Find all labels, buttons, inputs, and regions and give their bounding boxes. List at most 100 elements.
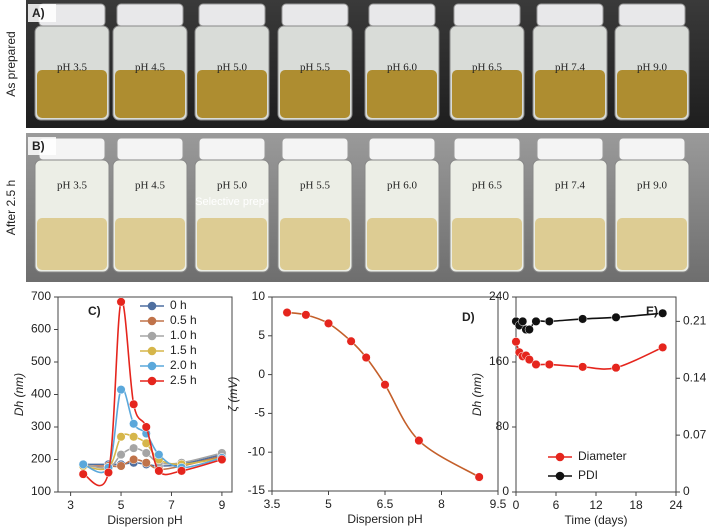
vial-liquid xyxy=(37,218,107,270)
vial-cap xyxy=(453,3,521,27)
data-point xyxy=(154,450,164,460)
series-line xyxy=(286,311,480,478)
vial-label: pH 6.5 xyxy=(472,180,502,192)
data-point xyxy=(177,466,187,476)
data-point xyxy=(116,432,126,442)
x-tick-label: 9.5 xyxy=(490,497,507,511)
legend-label: 1.0 h xyxy=(170,328,197,342)
vial-cap xyxy=(368,137,436,161)
legend-marker xyxy=(555,452,565,462)
x-axis-label: Time (days) xyxy=(565,513,628,527)
chart-title: C) xyxy=(88,304,101,318)
vial-cap xyxy=(281,137,349,161)
legend-label: Diameter xyxy=(578,449,627,463)
vial-liquid xyxy=(280,70,350,118)
legend-label: 1.5 h xyxy=(170,343,197,357)
x-tick-label: 9 xyxy=(219,498,226,512)
vial-label: pH 3.5 xyxy=(57,62,87,74)
vial-cap xyxy=(116,3,184,27)
side-label: As prepared xyxy=(4,31,18,96)
vial-cap xyxy=(618,3,686,27)
data-point xyxy=(116,450,126,460)
y-axis-label: Dh (nm) xyxy=(470,373,484,416)
data-point xyxy=(361,352,371,363)
y2-tick-label: 0.21 xyxy=(683,314,707,328)
data-point xyxy=(129,443,139,453)
x-tick-label: 5 xyxy=(118,498,125,512)
vial-label: pH 3.5 xyxy=(57,180,87,192)
vial-note: Selective prepⁿ xyxy=(195,196,269,208)
y-tick-label: -15 xyxy=(248,483,266,497)
data-point xyxy=(141,458,151,468)
data-point xyxy=(141,422,151,432)
vial-label: pH 5.5 xyxy=(300,62,330,74)
data-point xyxy=(129,419,139,429)
data-point xyxy=(611,363,621,373)
side-label: After 2.5 h xyxy=(4,180,18,235)
data-point xyxy=(544,359,554,369)
data-point xyxy=(346,336,356,346)
data-point xyxy=(511,337,521,347)
vial-label: pH 4.5 xyxy=(135,180,165,192)
y-tick-label: 200 xyxy=(31,452,51,466)
vial-liquid xyxy=(617,70,687,118)
x-axis-label: Dispersion pH xyxy=(347,512,422,526)
data-point xyxy=(282,307,292,318)
y-tick-label: 0 xyxy=(502,484,509,498)
x-axis-label: Dispersion pH xyxy=(107,513,182,527)
y2-tick-label: 0.07 xyxy=(683,427,707,441)
legend-label: 0 h xyxy=(170,298,187,312)
chart-title: D) xyxy=(462,310,475,324)
y-tick-label: 300 xyxy=(31,419,51,433)
data-point xyxy=(78,459,88,469)
vial-label: pH 7.4 xyxy=(555,180,585,192)
data-point xyxy=(578,362,588,372)
x-tick-label: 3.5 xyxy=(264,497,281,511)
x-tick-label: 3 xyxy=(67,498,74,512)
data-point xyxy=(129,399,139,409)
vial-cap xyxy=(281,3,349,27)
vial-cap xyxy=(198,137,266,161)
data-point xyxy=(116,461,126,471)
vial-liquid xyxy=(115,70,185,118)
y-tick-label: 5 xyxy=(258,328,265,342)
vial-cap xyxy=(618,137,686,161)
y-tick-label: 10 xyxy=(252,289,266,303)
vial-cap xyxy=(536,137,604,161)
vial-label: pH 7.4 xyxy=(555,62,585,74)
vial-label: pH 6.0 xyxy=(387,62,417,74)
data-point xyxy=(116,297,126,307)
x-tick-label: 0 xyxy=(513,498,520,512)
legend-label: 2.0 h xyxy=(170,358,197,372)
vial-cap xyxy=(536,3,604,27)
x-tick-label: 6 xyxy=(553,498,560,512)
data-point xyxy=(103,467,113,478)
vial-liquid xyxy=(535,218,605,270)
data-point xyxy=(611,312,621,322)
vial-liquid xyxy=(452,70,522,118)
data-point xyxy=(544,316,554,326)
x-tick-label: 7 xyxy=(168,498,175,512)
legend-marker xyxy=(147,331,157,341)
vial-cap xyxy=(453,137,521,161)
legend-marker xyxy=(147,361,157,371)
panel-label-box xyxy=(28,137,56,155)
data-point xyxy=(474,472,484,482)
vial-label: pH 6.0 xyxy=(387,180,417,192)
data-point xyxy=(217,454,227,465)
y-tick-label: 160 xyxy=(489,354,509,368)
vial-liquid xyxy=(452,218,522,270)
y-tick-label: 700 xyxy=(31,289,51,303)
x-tick-label: 5 xyxy=(325,497,332,511)
vial-cap xyxy=(368,3,436,27)
data-point xyxy=(380,380,390,390)
data-point xyxy=(578,314,588,324)
legend-marker xyxy=(147,376,157,386)
y-tick-label: 500 xyxy=(31,354,51,368)
y-axis-label: ζ (mV) xyxy=(226,377,240,412)
y2-tick-label: 0.14 xyxy=(683,370,707,384)
y-tick-label: 600 xyxy=(31,322,51,336)
legend-marker xyxy=(147,301,157,311)
legend-marker xyxy=(147,346,157,356)
data-point xyxy=(129,454,139,465)
